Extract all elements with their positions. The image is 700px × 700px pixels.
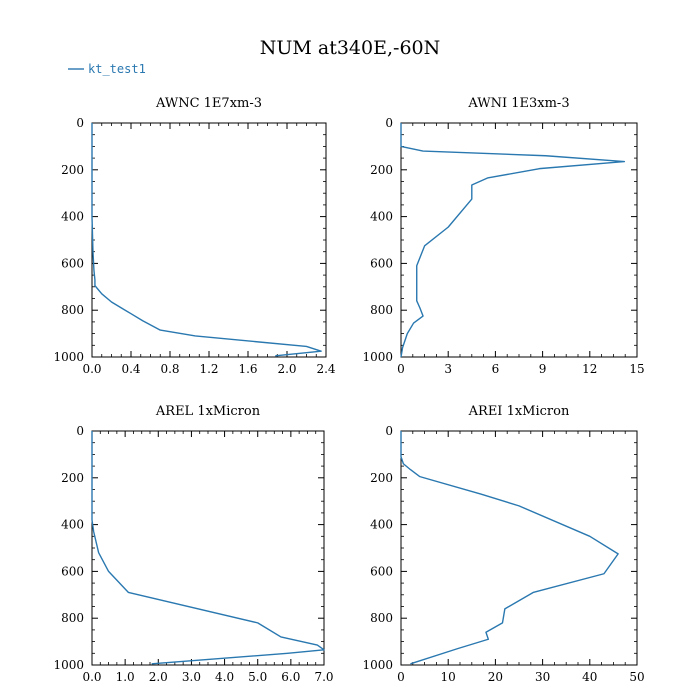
x-tick-label: 1.2	[199, 362, 218, 376]
series-line	[400, 123, 626, 358]
y-tick-label: 0	[385, 116, 393, 130]
x-tick-label: 4.0	[215, 670, 234, 684]
plot-frame	[400, 122, 638, 358]
x-tick-label: 0.0	[82, 670, 101, 684]
panel-4: AREI 1xMicron 0 10 20 30 40 50 0 200 400 600 800 100…	[362, 404, 644, 684]
y-tick-label: 0	[76, 116, 84, 130]
x-tick-label: 1.0	[116, 670, 135, 684]
x-tick-label: 15	[629, 362, 644, 376]
panel-3: AREL 1xMicron 0.0 1.0 2.0 3.0 4.0 5.0 6.0 7.0 0 20…	[53, 404, 333, 684]
y-tick-label: 800	[61, 303, 84, 317]
x-tick-label: 0	[397, 670, 405, 684]
y-tick-label: 400	[370, 210, 393, 224]
panel-title: AREL 1xMicron	[155, 404, 261, 419]
y-tick-label: 800	[61, 611, 84, 625]
x-tick-label: 10	[441, 670, 456, 684]
x-tick-label: 7.0	[314, 670, 333, 684]
y-tick-label: 200	[61, 471, 84, 485]
panel-title: AWNI 1E3xm-3	[467, 96, 569, 111]
x-tick-label: 0.0	[82, 362, 101, 376]
x-tick-label: 2.0	[149, 670, 168, 684]
x-tick-label: 9	[539, 362, 547, 376]
x-tick-label: 0	[397, 362, 405, 376]
y-tick-label: 0	[385, 424, 393, 438]
y-tick-label: 600	[61, 256, 84, 270]
panel-1: AWNC 1E7xm-3 0.0 0.4 0.8 1.2 1.6 2.0 2.4 0 200 400…	[53, 96, 335, 376]
legend: kt_test1	[68, 62, 146, 76]
series-line	[91, 123, 322, 357]
y-tick-label: 1000	[53, 350, 84, 364]
panels: AWNC 1E7xm-30.0 0.4 0.8 1.2 1.6 2.0 2.40200400…	[53, 96, 644, 684]
y-tick-label: 800	[370, 303, 393, 317]
series-line	[91, 431, 325, 665]
y-tick-label: 600	[61, 564, 84, 578]
series-line	[400, 431, 619, 665]
y-tick-label: 200	[370, 471, 393, 485]
panel-title: AWNC 1E7xm-3	[155, 96, 262, 111]
y-tick-label: 800	[370, 611, 393, 625]
y-tick-label: 400	[61, 210, 84, 224]
figure-title: NUM at340E,-60N	[260, 37, 441, 59]
x-tick-label: 2.4	[316, 362, 335, 376]
x-tick-label: 12	[582, 362, 597, 376]
x-tick-label: 20	[488, 670, 503, 684]
x-tick-label: 40	[582, 670, 597, 684]
x-tick-label: 30	[535, 670, 550, 684]
x-tick-label: 6.0	[281, 670, 300, 684]
panel-2: AWNI 1E3xm-3 0 3 6 9 12 15 0 200 400 600 800 1000	[362, 96, 644, 376]
y-tick-label: 0	[76, 424, 84, 438]
x-tick-label: 6	[492, 362, 500, 376]
y-tick-label: 600	[370, 564, 393, 578]
y-tick-label: 1000	[53, 658, 84, 672]
x-tick-label: 0.8	[160, 362, 179, 376]
plot-frame	[400, 430, 638, 666]
x-tick-label: 50	[629, 670, 644, 684]
y-tick-label: 400	[370, 518, 393, 532]
y-tick-label: 400	[61, 518, 84, 532]
plot-frame	[91, 430, 325, 666]
y-tick-label: 200	[61, 163, 84, 177]
legend-label: kt_test1	[88, 62, 146, 76]
y-tick-label: 1000	[362, 350, 393, 364]
x-tick-label: 5.0	[248, 670, 267, 684]
plot-frame	[91, 122, 327, 358]
y-tick-label: 600	[370, 256, 393, 270]
x-tick-label: 3	[444, 362, 452, 376]
x-tick-label: 0.4	[121, 362, 140, 376]
x-tick-label: 1.6	[238, 362, 257, 376]
y-tick-label: 200	[370, 163, 393, 177]
y-tick-label: 1000	[362, 658, 393, 672]
x-tick-label: 2.0	[277, 362, 296, 376]
panel-title: AREI 1xMicron	[468, 404, 570, 419]
x-tick-label: 3.0	[182, 670, 201, 684]
